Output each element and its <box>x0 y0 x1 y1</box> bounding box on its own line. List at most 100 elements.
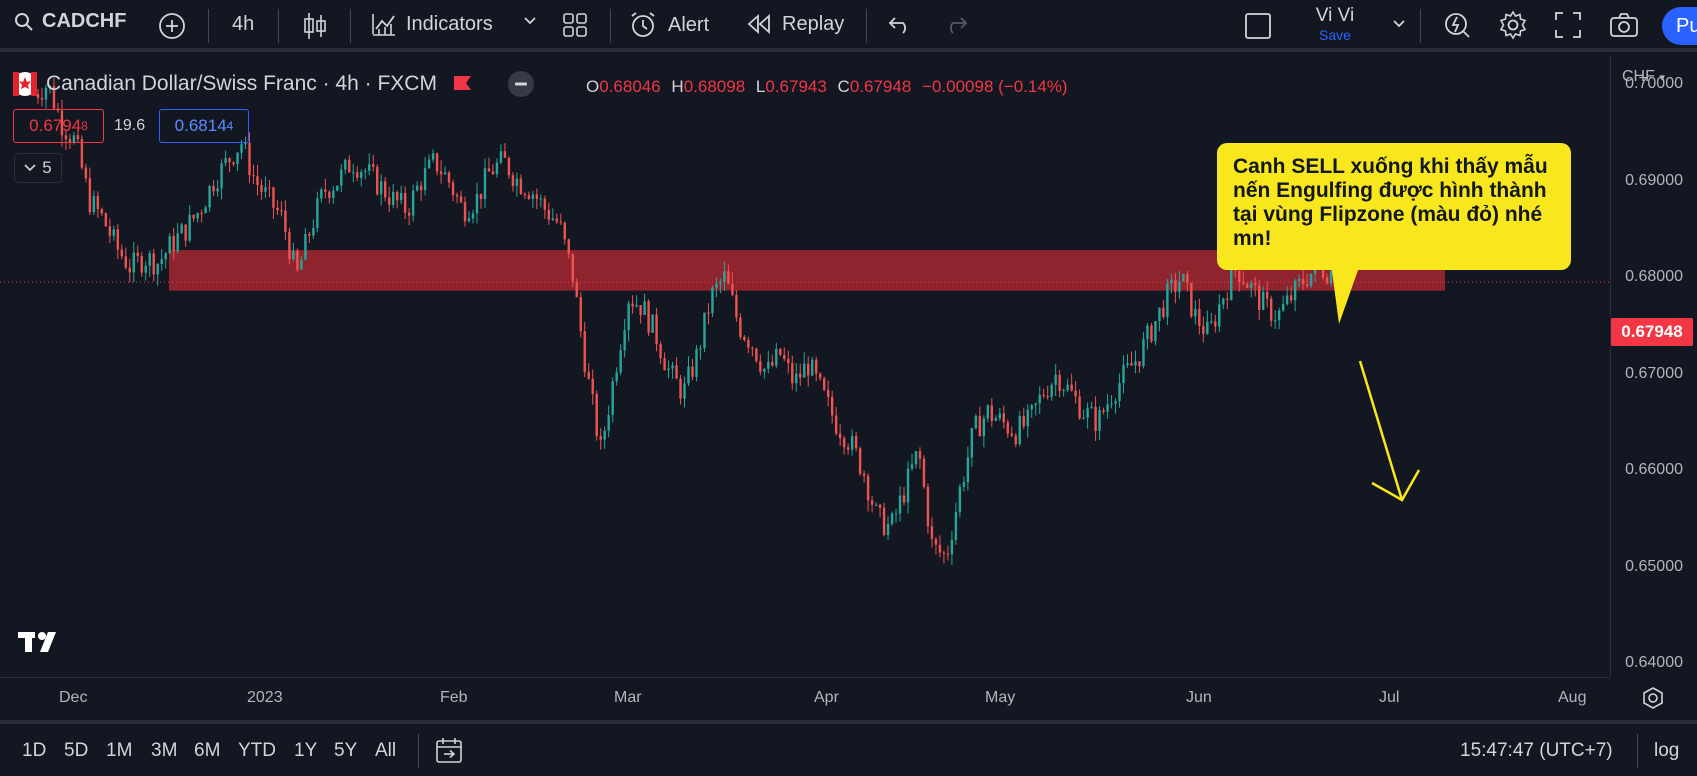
settings-button[interactable] <box>1498 10 1528 45</box>
axis-settings-button[interactable] <box>1641 686 1665 715</box>
layout-square-button[interactable] <box>1244 12 1272 45</box>
candle-down <box>691 366 694 377</box>
candle-down <box>419 185 423 191</box>
series-legend[interactable]: Canadian Dollar/Swiss Franc · 4h · FXCM <box>12 70 535 98</box>
candle-down <box>387 197 391 205</box>
candle-down <box>84 167 88 179</box>
replay-button[interactable]: Replay <box>746 12 844 36</box>
user-dropdown[interactable] <box>1392 17 1406 36</box>
candle-down <box>96 195 100 210</box>
candle-up <box>244 142 247 145</box>
range-button-5d[interactable]: 5D <box>64 740 89 761</box>
candle-down <box>587 372 590 379</box>
range-button-1m[interactable]: 1M <box>106 740 133 761</box>
clock-display[interactable]: 15:47:47 (UTC+7) <box>1460 740 1613 761</box>
candle-up <box>627 303 630 331</box>
annotation-callout[interactable]: Canh SELL xuống khi thấy mẫu nến Engulfi… <box>1217 143 1571 270</box>
compare-add-button[interactable] <box>157 11 187 41</box>
candle-down <box>791 363 794 384</box>
candle-up <box>982 418 986 437</box>
symbol-search[interactable]: CADCHF <box>14 10 126 33</box>
candle-down <box>284 210 287 232</box>
alert-button[interactable]: Alert <box>628 10 709 40</box>
candle-up <box>1086 408 1089 418</box>
sell-button[interactable]: 0.6794 8 <box>13 109 104 143</box>
sell-arrow[interactable] <box>1358 360 1421 502</box>
candle-up <box>671 365 674 369</box>
publish-button[interactable]: Pu <box>1662 7 1697 45</box>
time-axis[interactable]: Dec 2023 Feb Mar Apr May Jun Jul Aug <box>0 677 1610 719</box>
candle-up <box>1154 321 1157 342</box>
price-tick-label: 0.64000 <box>1625 654 1683 672</box>
indicators-collapse-button[interactable]: 5 <box>14 153 62 183</box>
candle-down <box>1254 283 1257 286</box>
candles-icon <box>304 13 326 39</box>
candle-up <box>344 159 347 170</box>
range-button-1y[interactable]: 1Y <box>294 740 318 761</box>
candle-down <box>579 297 582 332</box>
candle-up <box>352 172 355 174</box>
range-button-6m[interactable]: 6M <box>194 740 221 761</box>
user-menu[interactable]: Vi Vi Save <box>1300 5 1370 43</box>
currency-selector[interactable]: CHF ▾ <box>1622 68 1665 86</box>
candle-down <box>228 158 231 163</box>
high-key: H <box>671 77 684 96</box>
candle-up <box>144 265 147 273</box>
candle-down <box>40 97 44 100</box>
candle-down <box>308 234 311 236</box>
candle-up <box>1281 304 1285 311</box>
range-button-ytd[interactable]: YTD <box>238 740 276 761</box>
candle-down <box>1214 321 1217 327</box>
redo-button[interactable] <box>943 14 969 41</box>
candle-up <box>1158 307 1161 322</box>
candle-down <box>503 151 507 158</box>
candle-down <box>212 185 215 192</box>
candle-down <box>487 168 491 172</box>
buy-button[interactable]: 0.6814 4 <box>159 109 249 143</box>
chart-type-button[interactable] <box>300 10 330 42</box>
candle-down <box>747 340 750 348</box>
undo-button[interactable] <box>887 14 913 41</box>
candle-up <box>1030 405 1033 410</box>
layouts-button[interactable] <box>560 10 590 40</box>
log-scale-toggle[interactable]: log <box>1654 740 1680 761</box>
range-button-1d[interactable]: 1D <box>22 740 47 761</box>
save-link[interactable]: Save <box>1319 27 1351 43</box>
sell-price-pipette: 8 <box>81 119 88 133</box>
candle-down <box>296 250 299 270</box>
range-button-all[interactable]: All <box>375 740 397 761</box>
candle-up <box>471 213 475 219</box>
fullscreen-button[interactable] <box>1554 11 1582 44</box>
chevron-down-icon <box>1393 20 1405 28</box>
indicators-button[interactable]: Indicators <box>370 10 493 38</box>
tradingview-logo[interactable] <box>18 630 64 659</box>
candle-up <box>364 170 367 173</box>
snapshot-button[interactable] <box>1609 11 1639 44</box>
candle-up <box>1018 416 1021 445</box>
indicators-dropdown[interactable] <box>523 14 537 33</box>
candle-up <box>699 348 702 350</box>
interval-button[interactable]: 4h <box>232 13 255 35</box>
price-axis[interactable]: 0.70000 0.69000 0.68000 0.67000 0.66000 0.650… <box>1610 56 1697 677</box>
candle-down <box>942 552 946 554</box>
candle-up <box>72 135 76 143</box>
flag-icon[interactable] <box>451 73 473 95</box>
range-button-5y[interactable]: 5Y <box>334 740 358 761</box>
replay-label: Replay <box>782 12 845 35</box>
goto-date-button[interactable] <box>434 736 464 771</box>
price-tick-label: 0.69000 <box>1625 171 1683 189</box>
candle-down <box>519 178 523 194</box>
time-label: Jul <box>1379 689 1400 706</box>
candle-down <box>1190 282 1193 317</box>
candle-up <box>1062 390 1065 392</box>
candle-up <box>236 152 239 165</box>
candle-up <box>795 373 798 384</box>
candle-up <box>148 253 151 266</box>
candle-up <box>1082 417 1085 419</box>
candle-down <box>52 85 56 109</box>
candle-down <box>751 347 754 349</box>
quick-search-button[interactable] <box>1442 10 1472 45</box>
hide-series-icon[interactable] <box>507 70 535 98</box>
alert-label: Alert <box>668 13 710 36</box>
range-button-3m[interactable]: 3M <box>151 740 178 761</box>
